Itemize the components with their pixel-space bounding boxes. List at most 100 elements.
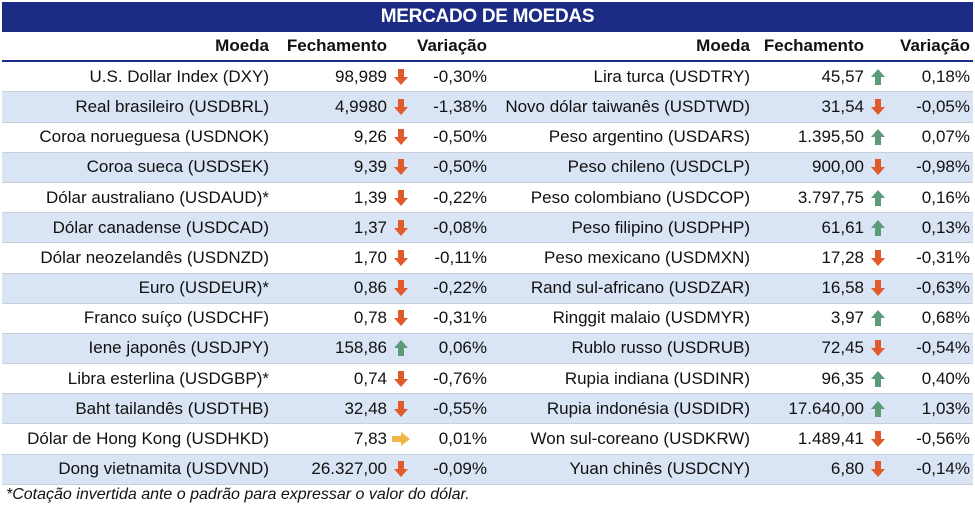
change-value: -0,31% xyxy=(433,308,487,328)
currency-name: Won sul-coreano (USDKRW) xyxy=(530,429,751,449)
change-value: -0,30% xyxy=(433,66,487,86)
change-value: 1,03% xyxy=(921,398,970,418)
arrow-down-icon xyxy=(864,460,892,478)
arrow-right-icon xyxy=(387,431,415,447)
close-value: 45,57 xyxy=(821,66,864,86)
currency-name: Peso filipino (USDPHP) xyxy=(571,217,750,237)
arrow-down-icon xyxy=(387,68,415,86)
table-row: Real brasileiro (USDBRL) 4,9980 -1,38% Novo… xyxy=(2,92,973,123)
currency-name: Real brasileiro (USDBRL) xyxy=(75,96,269,116)
close-value: 31,54 xyxy=(821,96,864,116)
arrow-up-icon xyxy=(864,189,892,207)
left-cell-group: Coroa norueguesa (USDNOK) 9,26 -0,50% xyxy=(2,123,490,152)
change-value: -0,05% xyxy=(916,96,970,116)
change-value: -0,98% xyxy=(916,157,970,177)
header-change-right: Variação xyxy=(900,36,970,56)
currency-name: Iene japonês (USDJPY) xyxy=(88,338,269,358)
arrow-up-icon xyxy=(387,339,415,357)
change-value: -0,50% xyxy=(433,157,487,177)
right-cell-group: Ringgit malaio (USDMYR) 3,97 0,68% xyxy=(490,304,973,333)
right-cell-group: Peso argentino (USDARS) 1.395,50 0,07% xyxy=(490,123,973,152)
arrow-up-icon xyxy=(864,68,892,86)
close-value: 98,989 xyxy=(335,66,387,86)
table-row: U.S. Dollar Index (DXY) 98,989 -0,30% Lira … xyxy=(2,62,973,93)
change-value: 0,01% xyxy=(438,429,487,449)
close-value: 26.327,00 xyxy=(311,459,387,479)
change-value: -0,11% xyxy=(434,247,487,267)
currency-name: Peso colombiano (USDCOP) xyxy=(530,187,750,207)
arrow-up-icon xyxy=(864,370,892,388)
arrow-down-icon xyxy=(387,219,415,237)
table-row: Coroa sueca (USDSEK) 9,39 -0,50% Peso chile… xyxy=(2,152,973,183)
change-value: 0,40% xyxy=(921,368,970,388)
change-value: -0,22% xyxy=(433,187,487,207)
right-cell-group: Rublo russo (USDRUB) 72,45 -0,54% xyxy=(490,334,973,363)
change-value: -0,50% xyxy=(433,127,487,147)
currency-name: Baht tailandês (USDTHB) xyxy=(75,398,269,418)
currency-name: Euro (USDEUR)* xyxy=(138,278,269,298)
change-value: -0,22% xyxy=(433,278,487,298)
arrow-down-icon xyxy=(864,279,892,297)
arrow-down-icon xyxy=(387,279,415,297)
currency-name: Novo dólar taiwanês (USDTWD) xyxy=(505,96,750,116)
change-value: -1,38% xyxy=(433,96,487,116)
currency-name: Rupia indonésia (USDIDR) xyxy=(546,398,750,418)
arrow-down-icon xyxy=(387,400,415,418)
right-cell-group: Won sul-coreano (USDKRW) 1.489,41 -0,56% xyxy=(490,424,973,453)
arrow-down-icon xyxy=(864,430,892,448)
close-value: 900,00 xyxy=(812,157,864,177)
close-value: 158,86 xyxy=(335,338,387,358)
change-value: 0,06% xyxy=(438,338,487,358)
close-value: 9,26 xyxy=(353,127,387,147)
header-close-left: Fechamento xyxy=(286,36,387,56)
left-header: Moeda Fechamento Variação xyxy=(2,32,490,60)
left-cell-group: Real brasileiro (USDBRL) 4,9980 -1,38% xyxy=(2,92,490,121)
close-value: 1,37 xyxy=(353,217,387,237)
left-cell-group: Dólar australiano (USDAUD)* 1,39 -0,22% xyxy=(2,183,490,212)
arrow-down-icon xyxy=(387,370,415,388)
table-row: Coroa norueguesa (USDNOK) 9,26 -0,50% Peso … xyxy=(2,123,973,153)
table-body: U.S. Dollar Index (DXY) 98,989 -0,30% Lira … xyxy=(2,62,973,485)
currency-name: Rupia indiana (USDINR) xyxy=(564,368,750,388)
change-value: 0,18% xyxy=(921,66,970,86)
currency-name: Rublo russo (USDRUB) xyxy=(571,338,750,358)
close-value: 1,39 xyxy=(353,187,387,207)
close-value: 61,61 xyxy=(821,217,864,237)
close-value: 17.640,00 xyxy=(788,398,864,418)
header-row: Moeda Fechamento Variação Moeda Fechamen… xyxy=(2,32,973,63)
arrow-up-icon xyxy=(864,128,892,146)
change-value: -0,56% xyxy=(916,429,970,449)
arrow-up-icon xyxy=(864,400,892,418)
close-value: 9,39 xyxy=(353,157,387,177)
change-value: -0,63% xyxy=(916,278,970,298)
currency-name: Libra esterlina (USDGBP)* xyxy=(67,368,269,388)
arrow-down-icon xyxy=(387,189,415,207)
left-cell-group: Dong vietnamita (USDVND) 26.327,00 -0,09% xyxy=(2,455,490,484)
left-cell-group: Dólar neozelandês (USDNZD) 1,70 -0,11% xyxy=(2,243,490,272)
left-cell-group: Libra esterlina (USDGBP)* 0,74 -0,76% xyxy=(2,364,490,393)
change-value: -0,76% xyxy=(433,368,487,388)
table-row: Dólar neozelandês (USDNZD) 1,70 -0,11% Peso… xyxy=(2,243,973,274)
table-row: Franco suíço (USDCHF) 0,78 -0,31% Ringgit m… xyxy=(2,304,973,334)
header-currency-left: Moeda xyxy=(215,36,269,56)
currency-name: Ringgit malaio (USDMYR) xyxy=(552,308,750,328)
change-value: 0,07% xyxy=(921,127,970,147)
table-row: Libra esterlina (USDGBP)* 0,74 -0,76% Rupia… xyxy=(2,364,973,395)
close-value: 4,9980 xyxy=(335,96,387,116)
currency-name: Coroa norueguesa (USDNOK) xyxy=(39,127,269,147)
right-cell-group: Novo dólar taiwanês (USDTWD) 31,54 -0,05% xyxy=(490,92,973,121)
table-row: Dólar de Hong Kong (USDHKD) 7,83 0,01% Won … xyxy=(2,424,973,455)
right-cell-group: Rand sul-africano (USDZAR) 16,58 -0,63% xyxy=(490,274,973,303)
right-cell-group: Lira turca (USDTRY) 45,57 0,18% xyxy=(490,62,973,91)
arrow-down-icon xyxy=(387,309,415,327)
header-close-right: Fechamento xyxy=(763,36,864,56)
close-value: 6,80 xyxy=(830,459,864,479)
right-header: Moeda Fechamento Variação xyxy=(490,32,973,60)
currency-name: Dólar neozelandês (USDNZD) xyxy=(40,247,269,267)
arrow-down-icon xyxy=(864,339,892,357)
currency-name: Dólar australiano (USDAUD)* xyxy=(46,187,269,207)
close-value: 1.395,50 xyxy=(797,127,864,147)
right-cell-group: Peso filipino (USDPHP) 61,61 0,13% xyxy=(490,213,973,242)
table-row: Iene japonês (USDJPY) 158,86 0,06% Rublo ru… xyxy=(2,333,973,365)
